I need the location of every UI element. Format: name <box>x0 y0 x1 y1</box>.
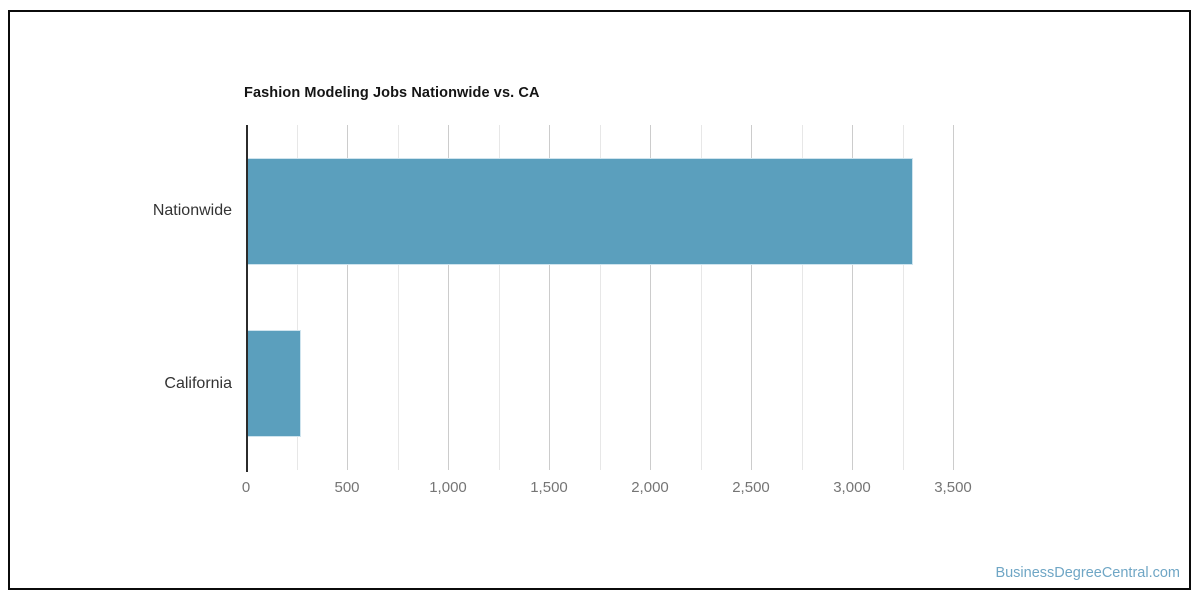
major-gridline <box>448 125 449 470</box>
x-tick-label-0: 0 <box>241 479 251 496</box>
bar-nationwide <box>246 157 913 265</box>
major-gridline <box>650 125 651 470</box>
x-tick-label-500: 500 <box>334 479 360 496</box>
y-axis-line <box>246 125 248 472</box>
x-tick-label-1,500: 1,500 <box>530 479 568 496</box>
major-gridline <box>852 125 853 470</box>
bar-california <box>246 330 301 438</box>
chart-title: Fashion Modeling Jobs Nationwide vs. CA <box>244 85 540 101</box>
x-tick-label-2,500: 2,500 <box>732 479 770 496</box>
minor-gridline <box>498 125 500 470</box>
minor-gridline <box>397 125 399 470</box>
category-label-california: California <box>164 374 232 392</box>
minor-gridline <box>902 125 904 470</box>
major-gridline <box>347 125 348 470</box>
minor-gridline <box>700 125 702 470</box>
x-tick-label-2,000: 2,000 <box>631 479 669 496</box>
x-tick-label-1,000: 1,000 <box>429 479 467 496</box>
major-gridline <box>549 125 550 470</box>
minor-gridline <box>801 125 803 470</box>
minor-gridline <box>296 125 298 470</box>
category-label-nationwide: Nationwide <box>152 202 232 220</box>
plot-area <box>246 125 954 472</box>
watermark-link[interactable]: BusinessDegreeCentral.com <box>995 565 1180 581</box>
major-gridline <box>953 125 954 470</box>
major-gridline <box>751 125 752 470</box>
x-tick-label-3,500: 3,500 <box>934 479 972 496</box>
x-tick-label-3,000: 3,000 <box>833 479 871 496</box>
minor-gridline <box>599 125 601 470</box>
